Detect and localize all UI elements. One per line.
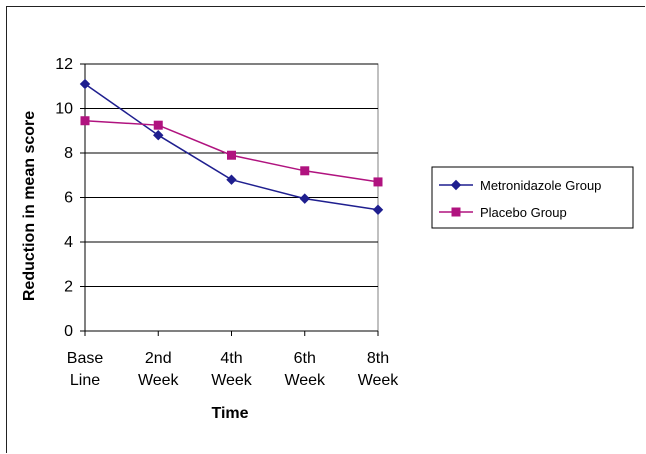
legend-item: Metronidazole Group xyxy=(439,178,601,193)
y-tick-label: 12 xyxy=(55,56,73,73)
gridlines xyxy=(84,63,379,332)
data-point xyxy=(80,116,90,126)
legend-box xyxy=(431,166,634,229)
y-axis-label: Reduction in mean score xyxy=(21,111,38,301)
data-point xyxy=(153,129,164,141)
x-tick-label: 6th Week xyxy=(284,350,326,389)
data-point xyxy=(373,177,383,187)
y-tick-label: 4 xyxy=(64,234,73,251)
series-line xyxy=(84,83,379,211)
y-tick-label: 10 xyxy=(55,101,73,118)
legend-marker xyxy=(451,207,461,217)
legend-marker xyxy=(450,179,462,191)
data-point xyxy=(372,204,384,215)
y-tick-label: 6 xyxy=(64,190,73,207)
axes xyxy=(80,63,379,336)
x-tick-label: Base Line xyxy=(67,350,104,389)
data-point xyxy=(227,150,236,160)
y-tick-label: 2 xyxy=(64,279,73,296)
x-tick-label: 4th Week xyxy=(211,350,253,389)
series-1 xyxy=(79,78,384,215)
series-2 xyxy=(80,116,383,187)
y-tick-label: 0 xyxy=(64,323,73,340)
legend-label: Metronidazole Group xyxy=(480,178,601,193)
y-tick-labels: 0 2 4 6 8 10 12 xyxy=(55,56,73,340)
legend-item: Placebo Group xyxy=(439,205,567,220)
legend-label: Placebo Group xyxy=(480,205,567,220)
data-point xyxy=(299,193,310,204)
legend: Metronidazole Group Placebo Group xyxy=(431,166,634,229)
x-tick-labels: Base Line 2nd Week 4th Week 6th Week 8th Week xyxy=(67,350,400,389)
series-layer xyxy=(79,78,384,215)
data-point xyxy=(226,174,237,185)
data-point xyxy=(153,120,163,130)
x-tick-label: 8th Week xyxy=(358,350,400,389)
x-axis-label: Time xyxy=(211,405,248,422)
data-point xyxy=(300,166,310,176)
chart-frame xyxy=(6,6,645,453)
y-tick-label: 8 xyxy=(64,145,73,162)
data-point xyxy=(79,78,91,90)
x-tick-label: 2nd Week xyxy=(138,350,180,389)
